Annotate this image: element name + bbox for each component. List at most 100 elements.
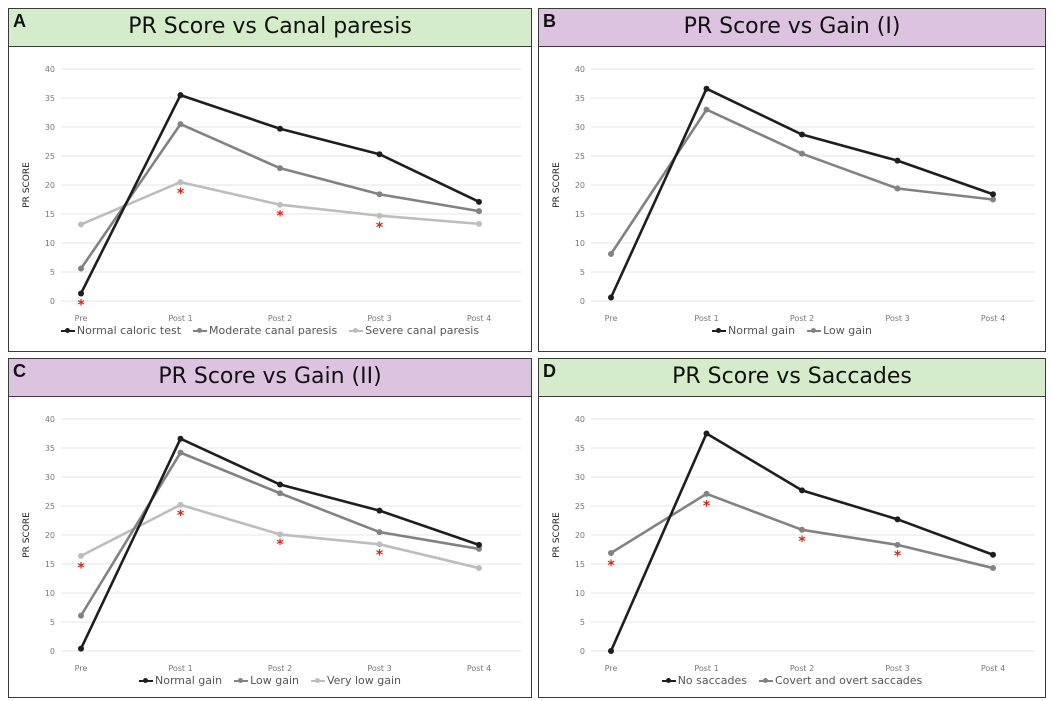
data-point bbox=[476, 565, 482, 572]
panel-d-chart: 0 5 10 15 20 25 30 35 40 PR SCORE Pre Post 1 Post 2 P… bbox=[552, 415, 1035, 673]
x-tick-label: Post 1 bbox=[694, 314, 718, 323]
x-tick-label: Post 2 bbox=[790, 664, 814, 673]
significance-marker: * bbox=[894, 549, 902, 565]
y-tick-label: 5 bbox=[580, 618, 585, 627]
y-tick-label: 25 bbox=[575, 502, 585, 511]
data-point bbox=[78, 265, 84, 272]
x-tick-label: Post 2 bbox=[790, 314, 814, 323]
data-point bbox=[78, 221, 84, 228]
y-axis-label: PR SCORE bbox=[22, 162, 32, 208]
legend-swatch bbox=[139, 678, 153, 683]
panel-c-chart: 0 5 10 15 20 25 30 35 40 PR SCORE Pre Post 1 Post 2 P… bbox=[22, 415, 521, 673]
panel-a-title: PR Score vs Canal paresis bbox=[128, 14, 412, 39]
x-tick-label: Post 3 bbox=[885, 314, 909, 323]
data-point bbox=[78, 290, 84, 297]
y-tick-label: 10 bbox=[575, 589, 585, 598]
y-tick-label: 20 bbox=[575, 181, 585, 190]
legend-label: No saccades bbox=[677, 674, 747, 687]
panel-b-legend: Normal gain Low gain bbox=[539, 324, 1045, 337]
significance-marker: * bbox=[798, 534, 806, 550]
data-point bbox=[799, 526, 805, 533]
legend-label: Low gain bbox=[250, 674, 299, 687]
x-tick-label: Post 4 bbox=[467, 314, 491, 323]
y-tick-label: 5 bbox=[50, 618, 55, 627]
y-tick-label: 10 bbox=[575, 239, 585, 248]
y-tick-label: 15 bbox=[45, 560, 55, 569]
y-axis-label: PR SCORE bbox=[552, 512, 562, 558]
x-tick-label: Pre bbox=[75, 664, 88, 673]
panel-b-letter: B bbox=[543, 11, 556, 31]
panel-b-chart: 0 5 10 15 20 25 30 35 40 PR SCORE Pre Post 1 Post 2 P… bbox=[552, 65, 1035, 323]
panel-a-letter: A bbox=[13, 11, 26, 31]
panel-a-chart: 0 5 10 15 20 25 30 35 40 PR SCORE Pre Post 1 Post 2 P… bbox=[22, 65, 521, 323]
panel-a-header bbox=[9, 9, 531, 47]
legend-swatch bbox=[60, 328, 75, 333]
legend-item: No saccades bbox=[661, 674, 747, 687]
data-point bbox=[990, 551, 996, 558]
significance-marker: * bbox=[703, 498, 711, 514]
legend-item: Moderate canal paresis bbox=[193, 324, 337, 337]
data-point bbox=[703, 85, 710, 92]
data-point bbox=[376, 151, 383, 158]
legend-item: Low gain bbox=[234, 674, 299, 687]
data-point bbox=[277, 125, 283, 132]
data-point bbox=[277, 165, 283, 172]
legend-label: Low gain bbox=[823, 324, 872, 337]
data-point bbox=[277, 531, 283, 538]
legend-label: Covert and overt saccades bbox=[774, 674, 923, 687]
y-tick-label: 30 bbox=[575, 123, 585, 132]
x-tick-label: Pre bbox=[605, 314, 618, 323]
data-point bbox=[894, 541, 901, 548]
y-tick-label: 35 bbox=[45, 444, 55, 453]
legend-label: Normal gain bbox=[155, 674, 223, 687]
legend-swatch bbox=[310, 678, 325, 683]
data-point bbox=[376, 191, 383, 198]
y-tick-label: 30 bbox=[575, 473, 585, 482]
legend-swatch bbox=[758, 678, 773, 683]
data-point bbox=[177, 501, 184, 508]
significance-marker: * bbox=[77, 297, 85, 313]
x-tick-label: Post 2 bbox=[268, 314, 292, 323]
significance-marker: * bbox=[376, 548, 384, 564]
panel-d-legend: No saccades Covert and overt saccades bbox=[539, 674, 1045, 687]
y-tick-label: 35 bbox=[45, 94, 55, 103]
data-point bbox=[990, 196, 996, 203]
data-point bbox=[78, 612, 84, 619]
x-tick-label: Post 3 bbox=[885, 664, 909, 673]
data-point bbox=[608, 251, 614, 258]
data-point bbox=[376, 212, 383, 219]
data-point bbox=[608, 294, 614, 301]
y-tick-label: 25 bbox=[575, 152, 585, 161]
legend-item: Severe canal paresis bbox=[349, 324, 479, 337]
x-tick-label: Post 1 bbox=[168, 664, 192, 673]
data-point bbox=[703, 106, 710, 113]
data-point bbox=[990, 191, 996, 198]
y-tick-label: 0 bbox=[50, 297, 55, 306]
y-tick-label: 0 bbox=[580, 647, 585, 656]
data-point bbox=[894, 157, 901, 164]
data-point bbox=[376, 507, 383, 514]
data-point bbox=[177, 449, 184, 456]
data-point bbox=[277, 490, 283, 497]
data-point bbox=[703, 430, 710, 437]
data-point bbox=[277, 481, 283, 488]
series-line bbox=[609, 108, 994, 255]
y-axis-label: PR SCORE bbox=[552, 162, 562, 208]
significance-marker: * bbox=[276, 209, 284, 225]
y-tick-label: 30 bbox=[45, 123, 55, 132]
legend-item: Normal caloric test bbox=[60, 324, 181, 337]
significance-marker: * bbox=[77, 560, 85, 576]
data-point bbox=[799, 131, 805, 138]
panel-c-legend: Normal gain Low gain Very low gain bbox=[9, 674, 531, 687]
x-tick-label: Post 4 bbox=[467, 664, 491, 673]
y-tick-label: 10 bbox=[45, 589, 55, 598]
panel-d-letter: D bbox=[543, 361, 556, 381]
series-line bbox=[79, 93, 480, 295]
data-point bbox=[177, 179, 184, 186]
significance-marker: * bbox=[276, 537, 284, 553]
data-point bbox=[177, 435, 184, 442]
x-tick-label: Post 3 bbox=[367, 664, 391, 673]
x-tick-label: Post 1 bbox=[168, 314, 192, 323]
x-tick-label: Pre bbox=[605, 664, 618, 673]
y-tick-label: 5 bbox=[50, 268, 55, 277]
